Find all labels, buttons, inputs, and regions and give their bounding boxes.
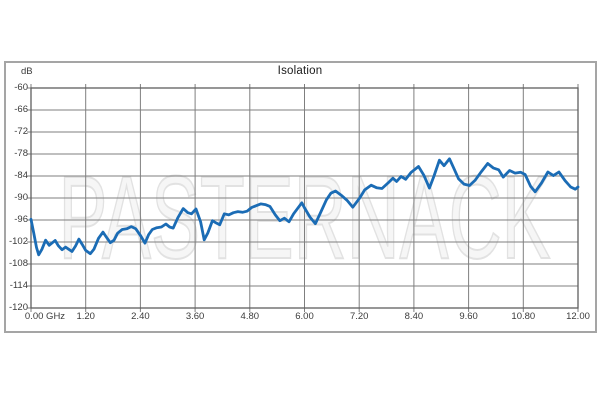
plot-border <box>30 87 579 309</box>
y-tick-label: -78 <box>14 148 28 159</box>
y-tick-label: -60 <box>14 82 28 93</box>
x-tick-label: 1.20 <box>76 311 95 322</box>
x-tick-label: 12.00 <box>566 311 590 322</box>
x-tick-label: 0.00 GHz <box>24 311 66 322</box>
x-tick-label: 3.60 <box>185 311 205 322</box>
chart-title: Isolation <box>277 65 323 77</box>
isolation-trace <box>29 157 580 257</box>
y-tick-label: -102 <box>8 236 28 247</box>
y-axis-unit-label: dB <box>21 66 33 77</box>
x-tick-label: 8.40 <box>404 311 424 322</box>
chart-frame <box>4 61 597 333</box>
isolation-line-chart: PASTERNACK <box>27 84 580 312</box>
x-tick-label: 10.80 <box>511 311 536 322</box>
x-tick-label: 6.00 <box>295 311 314 322</box>
y-tick-label: -72 <box>14 126 28 137</box>
y-tick-label: -90 <box>14 192 28 203</box>
x-tick-label: 4.80 <box>240 311 260 322</box>
y-tick-label: -66 <box>14 104 28 115</box>
y-tick-label: -114 <box>9 280 28 291</box>
x-tick-label: 2.40 <box>131 311 150 322</box>
y-tick-label: -96 <box>14 214 28 225</box>
x-tick-label: 7.20 <box>349 311 369 322</box>
y-tick-label: -120 <box>8 302 28 313</box>
x-tick-label: 9.60 <box>459 311 478 322</box>
y-tick-label: -84 <box>14 170 28 181</box>
y-tick-label: -108 <box>8 258 28 269</box>
